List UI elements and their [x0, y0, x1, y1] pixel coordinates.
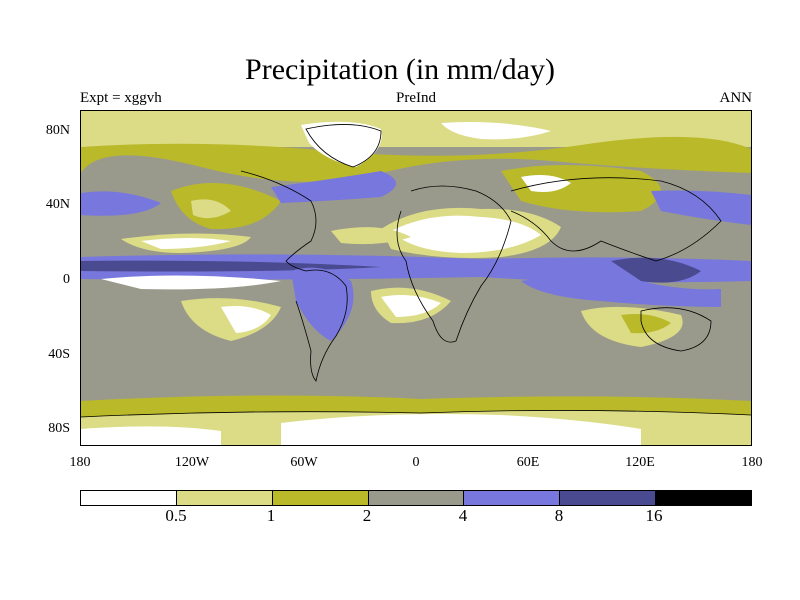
- lon-label-60e: 60E: [516, 455, 540, 470]
- colorbar-swatch: [656, 491, 752, 505]
- colorbar-level-label: 2: [362, 506, 372, 525]
- lon-label-180e: 180: [741, 455, 763, 470]
- lon-label-60w: 60W: [290, 455, 318, 470]
- lon-label-120e: 120E: [625, 455, 655, 470]
- lat-label-40n: 40N: [45, 197, 70, 212]
- colorbar-level-label: 0.5: [165, 506, 187, 525]
- season-label: ANN: [719, 90, 753, 106]
- colorbar-level-label: 16: [645, 506, 663, 525]
- lat-label-80n: 80N: [45, 123, 70, 138]
- colorbar-swatch: [81, 491, 177, 505]
- colorbar: [80, 490, 752, 506]
- lat-label-40s: 40S: [48, 347, 70, 362]
- colorbar-swatch: [176, 491, 273, 505]
- lat-label-80s: 80S: [48, 421, 70, 436]
- colorbar-level-label: 8: [554, 506, 564, 525]
- lon-label-120w: 120W: [174, 455, 210, 470]
- lon-label-0: 0: [412, 455, 420, 470]
- colorbar-level-label: 4: [458, 506, 468, 525]
- lon-label-180w: 180: [69, 455, 91, 470]
- period-label: PreInd: [396, 90, 436, 106]
- colorbar-swatch: [560, 491, 657, 505]
- experiment-label: Expt = xggvh: [80, 90, 162, 106]
- colorbar-swatch: [464, 491, 561, 505]
- coastlines: [81, 124, 751, 418]
- map-title: Precipitation (in mm/day): [245, 53, 555, 86]
- colorbar-level-label: 1: [266, 506, 276, 525]
- colorbar-swatch: [272, 491, 369, 505]
- lat-label-0: 0: [63, 272, 70, 287]
- precipitation-map: [80, 110, 752, 446]
- precipitation-field: [81, 111, 751, 445]
- colorbar-swatch: [368, 491, 465, 505]
